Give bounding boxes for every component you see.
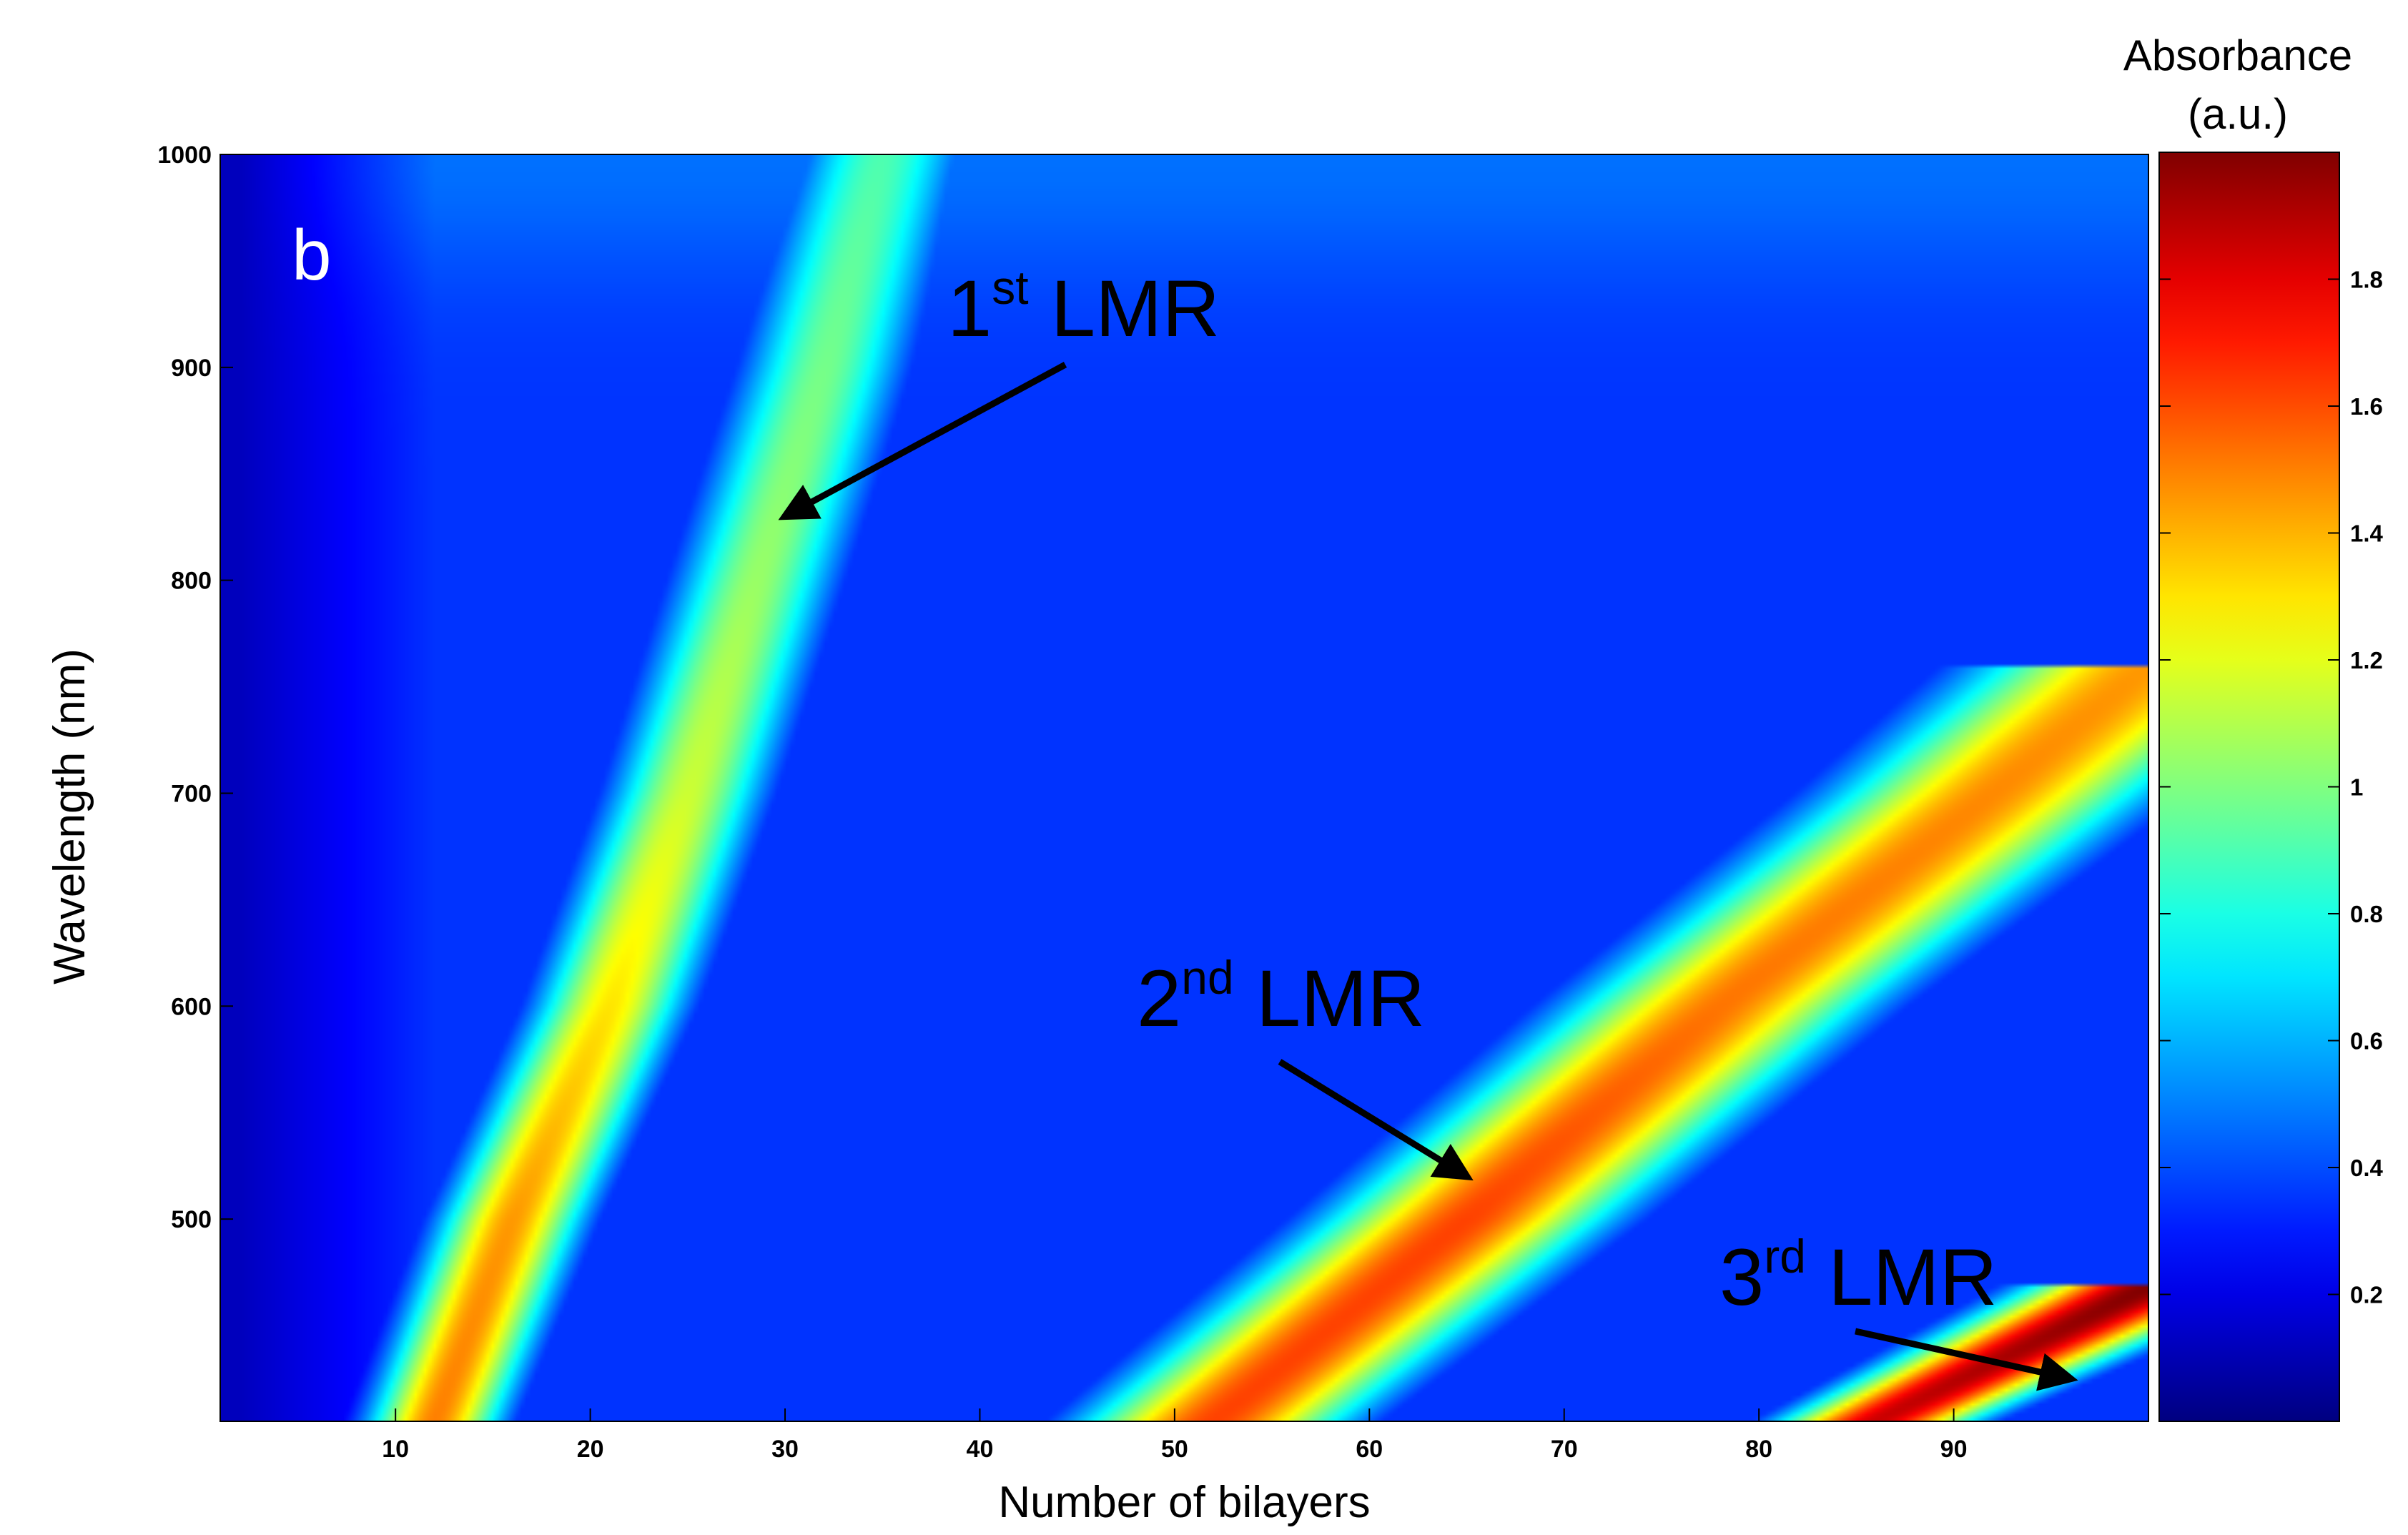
colorbar-tick-label: 0.2 (2350, 1282, 2383, 1308)
lmr-annotation-label: 2nd LMR (1137, 951, 1425, 1043)
x-axis-ticks: 10 20 30 40 50 60 70 80 90 (382, 1408, 1967, 1463)
colorbar-unit: (a.u.) (2188, 90, 2288, 138)
colorbar-tick-label: 1.4 (2350, 520, 2384, 547)
y-tick-label: 700 (171, 780, 212, 807)
lmr-annotation-label: 1st LMR (947, 261, 1220, 353)
x-tick-label: 70 (1551, 1436, 1578, 1463)
y-axis-ticks: 500 600 700 800 900 1000 (157, 142, 233, 1233)
x-tick-label: 80 (1745, 1436, 1772, 1463)
lmr-annotation-arrow (1855, 1328, 2078, 1391)
x-axis-label: Number of bilayers (998, 1478, 1370, 1527)
y-tick-label: 600 (171, 993, 212, 1020)
colorbar-tick-label: 0.4 (2350, 1155, 2384, 1181)
lmr-annotation-arrow (778, 362, 1067, 520)
x-tick-label: 90 (1940, 1436, 1968, 1463)
x-tick-label: 40 (967, 1436, 994, 1463)
y-tick-label: 900 (171, 355, 212, 382)
colorbar-tick-label: 1.6 (2350, 393, 2383, 420)
x-tick-label: 60 (1356, 1436, 1383, 1463)
x-tick-label: 10 (382, 1436, 409, 1463)
heatmap-image (220, 154, 2148, 1421)
x-tick-label: 30 (771, 1436, 799, 1463)
y-tick-label: 800 (171, 568, 212, 595)
y-tick-label: 500 (171, 1206, 212, 1233)
y-tick-label: 1000 (157, 142, 212, 169)
colorbar-title: Absorbance (2123, 31, 2352, 79)
colorbar-tick-label: 1.8 (2350, 267, 2383, 293)
heatmap-plot (219, 154, 2149, 1422)
colorbar-tick-label: 0.6 (2350, 1028, 2383, 1055)
x-tick-label: 50 (1161, 1436, 1188, 1463)
y-axis-label: Wavelength (nm) (45, 648, 94, 984)
colorbar-gradient (2158, 152, 2340, 1422)
colorbar-tick-label: 1.2 (2350, 647, 2383, 673)
annotations: 1st LMR 2nd LMR 3rd LMR (778, 261, 2078, 1391)
lmr-annotation-arrow (1278, 1059, 1474, 1181)
lmr-annotation-label: 3rd LMR (1719, 1230, 1998, 1322)
colorbar-tick-label: 1 (2350, 774, 2363, 801)
colorbar: 0.2 0.4 0.6 0.8 1 1.2 1.4 1.6 1.8 Absorbance (a.… (2123, 31, 2384, 1422)
plot-frame (219, 154, 2149, 1422)
colorbar-ticks: 0.2 0.4 0.6 0.8 1 1.2 1.4 1.6 1.8 (2159, 267, 2384, 1308)
x-tick-label: 20 (577, 1436, 604, 1463)
colorbar-tick-label: 0.8 (2350, 901, 2383, 927)
panel-label: b (292, 215, 332, 295)
